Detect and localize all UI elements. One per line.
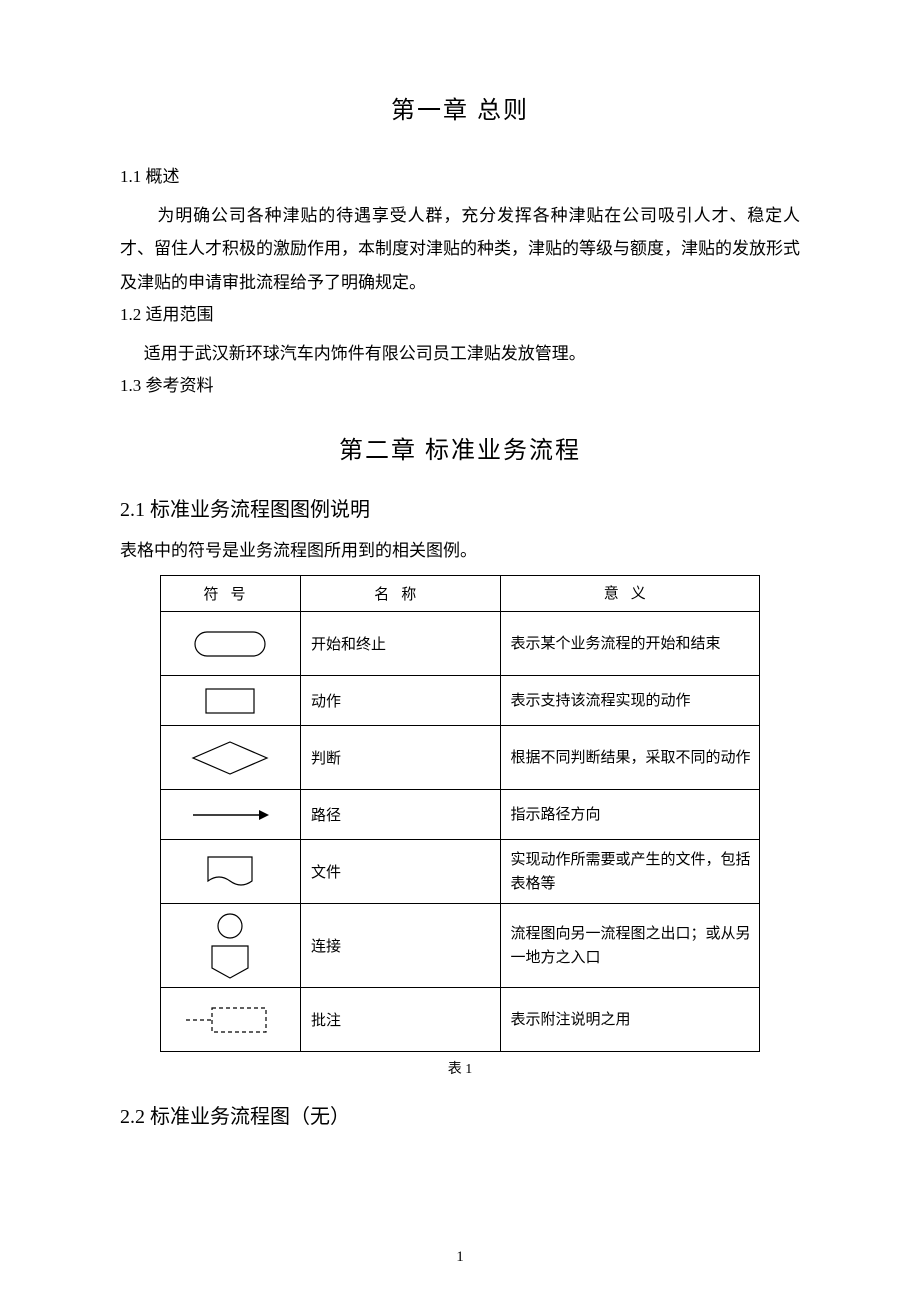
section-1-2-num: 1.2 适用范围 bbox=[120, 299, 800, 331]
section-1-3-num: 1.3 参考资料 bbox=[120, 370, 800, 402]
name-cell: 路径 bbox=[300, 790, 500, 840]
rounded-rect-icon bbox=[185, 627, 275, 661]
chapter-2-title: 第二章 标准业务流程 bbox=[120, 430, 800, 465]
symbol-cell bbox=[161, 840, 301, 904]
table-row: 开始和终止 表示某个业务流程的开始和结束 bbox=[161, 612, 760, 676]
meaning-cell: 表示支持该流程实现的动作 bbox=[500, 676, 759, 726]
symbol-cell bbox=[161, 676, 301, 726]
section-2-1-heading: 2.1 标准业务流程图图例说明 bbox=[120, 493, 800, 522]
header-meaning: 意义 bbox=[500, 576, 759, 612]
meaning-cell: 根据不同判断结果，采取不同的动作 bbox=[500, 726, 759, 790]
name-cell: 文件 bbox=[300, 840, 500, 904]
section-1-1-paragraph: 为明确公司各种津贴的待遇享受人群，充分发挥各种津贴在公司吸引人才、稳定人才、留住… bbox=[120, 199, 800, 298]
name-cell: 动作 bbox=[300, 676, 500, 726]
meaning-cell: 表示某个业务流程的开始和结束 bbox=[500, 612, 759, 676]
table-row: 批注 表示附注说明之用 bbox=[161, 988, 760, 1052]
symbol-cell bbox=[161, 612, 301, 676]
table-caption: 表 1 bbox=[120, 1058, 800, 1078]
arrow-icon bbox=[185, 805, 275, 825]
table-header-row: 符号 名称 意义 bbox=[161, 576, 760, 612]
meaning-cell: 实现动作所需要或产生的文件，包括表格等 bbox=[500, 840, 759, 904]
annotation-icon bbox=[180, 1002, 280, 1038]
meaning-cell: 表示附注说明之用 bbox=[500, 988, 759, 1052]
name-cell: 连接 bbox=[300, 904, 500, 988]
table-row: 判断 根据不同判断结果，采取不同的动作 bbox=[161, 726, 760, 790]
section-1-2-paragraph: 适用于武汉新环球汽车内饰件有限公司员工津贴发放管理。 bbox=[120, 337, 800, 370]
section-2-1-intro: 表格中的符号是业务流程图所用到的相关图例。 bbox=[120, 536, 800, 561]
symbol-cell bbox=[161, 904, 301, 988]
name-cell: 判断 bbox=[300, 726, 500, 790]
section-1-1-num: 1.1 概述 bbox=[120, 161, 800, 193]
header-name: 名称 bbox=[300, 576, 500, 612]
table-row: 路径 指示路径方向 bbox=[161, 790, 760, 840]
header-symbol: 符号 bbox=[161, 576, 301, 612]
connector-icon bbox=[190, 910, 270, 982]
page-number: 1 bbox=[0, 1249, 920, 1266]
table-row: 连接 流程图向另一流程图之出口；或从另一地方之入口 bbox=[161, 904, 760, 988]
name-cell: 开始和终止 bbox=[300, 612, 500, 676]
symbol-cell bbox=[161, 988, 301, 1052]
meaning-cell: 指示路径方向 bbox=[500, 790, 759, 840]
symbol-cell bbox=[161, 726, 301, 790]
document-icon bbox=[190, 851, 270, 893]
diamond-icon bbox=[185, 738, 275, 778]
meaning-cell: 流程图向另一流程图之出口；或从另一地方之入口 bbox=[500, 904, 759, 988]
section-2-2-heading: 2.2 标准业务流程图（无） bbox=[120, 1100, 800, 1129]
table-row: 动作 表示支持该流程实现的动作 bbox=[161, 676, 760, 726]
legend-table: 符号 名称 意义 开始和终止 表示某个业务流程的开始和结束 动作 表示支持该流程… bbox=[160, 575, 760, 1052]
rect-icon bbox=[190, 684, 270, 718]
name-cell: 批注 bbox=[300, 988, 500, 1052]
symbol-cell bbox=[161, 790, 301, 840]
chapter-1-title: 第一章 总则 bbox=[120, 90, 800, 125]
table-row: 文件 实现动作所需要或产生的文件，包括表格等 bbox=[161, 840, 760, 904]
